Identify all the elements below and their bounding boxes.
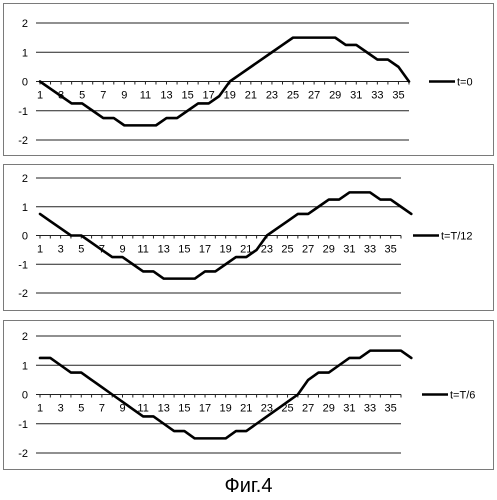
x-tick-label: 33 — [364, 403, 376, 415]
y-tick-label: -1 — [18, 106, 28, 118]
x-tick-label: 3 — [58, 244, 64, 256]
x-tick-label: 9 — [119, 244, 125, 256]
x-tick-label: 15 — [178, 403, 190, 415]
x-tick-label: 5 — [78, 403, 84, 415]
y-tick-label: -1 — [18, 259, 28, 271]
x-tick-label: 29 — [323, 244, 335, 256]
x-tick-label: 5 — [78, 244, 84, 256]
chart-svg-t-6: 210-1-21357911131517192123252729313335t=… — [4, 321, 493, 469]
x-tick-label: 7 — [100, 90, 106, 102]
y-tick-label: -2 — [18, 135, 28, 147]
x-tick-label: 1 — [37, 244, 43, 256]
x-tick-label: 11 — [140, 90, 151, 102]
x-tick-label: 25 — [287, 90, 299, 102]
x-tick-label: 23 — [261, 244, 273, 256]
x-tick-label: 13 — [158, 244, 170, 256]
y-tick-label: 0 — [22, 77, 28, 89]
x-tick-label: 31 — [350, 90, 362, 102]
x-tick-label: 27 — [302, 403, 314, 415]
chart-svg-t0: 210-1-21357911131517192123252729313335t=… — [4, 4, 493, 155]
x-tick-label: 17 — [199, 403, 211, 415]
x-tick-label: 3 — [58, 403, 64, 415]
chart-panel-t0: 210-1-21357911131517192123252729313335t=… — [3, 3, 494, 156]
x-tick-label: 29 — [323, 403, 335, 415]
y-tick-label: 1 — [22, 47, 28, 59]
x-tick-label: 33 — [371, 90, 383, 102]
x-tick-label: 31 — [343, 244, 355, 256]
chart-panel-t-6: 210-1-21357911131517192123252729313335t=… — [3, 320, 494, 470]
y-tick-label: 2 — [22, 331, 28, 343]
x-tick-label: 29 — [329, 90, 341, 102]
x-tick-label: 19 — [220, 244, 232, 256]
legend-label: t=T/12 — [441, 231, 473, 243]
x-tick-label: 35 — [385, 244, 397, 256]
y-tick-label: 0 — [22, 390, 28, 402]
x-tick-label: 1 — [37, 403, 43, 415]
x-tick-label: 21 — [240, 403, 252, 415]
chart-panel-t-12: 210-1-21357911131517192123252729313335t=… — [3, 164, 494, 311]
x-tick-label: 11 — [137, 244, 148, 256]
x-tick-label: 7 — [99, 403, 105, 415]
x-tick-label: 13 — [158, 403, 170, 415]
x-tick-label: 35 — [385, 403, 397, 415]
x-tick-label: 31 — [343, 403, 355, 415]
legend-label: t=0 — [457, 77, 473, 89]
x-tick-label: 15 — [181, 90, 193, 102]
x-tick-label: 13 — [160, 90, 172, 102]
y-tick-label: 1 — [22, 202, 28, 214]
x-tick-label: 5 — [79, 90, 85, 102]
x-tick-label: 19 — [220, 403, 232, 415]
chart-svg-t-12: 210-1-21357911131517192123252729313335t=… — [4, 165, 493, 310]
y-tick-label: 2 — [22, 18, 28, 30]
x-tick-label: 33 — [364, 244, 376, 256]
x-tick-label: 27 — [308, 90, 320, 102]
y-tick-label: -2 — [18, 448, 28, 460]
x-tick-label: 15 — [178, 244, 190, 256]
x-tick-label: 25 — [281, 244, 293, 256]
x-tick-label: 9 — [121, 90, 127, 102]
x-tick-label: 1 — [37, 90, 43, 102]
x-tick-label: 35 — [392, 90, 404, 102]
x-tick-label: 19 — [224, 90, 236, 102]
y-tick-label: 1 — [22, 360, 28, 372]
figure-caption: Фиг.4 — [0, 475, 497, 497]
y-tick-label: -2 — [18, 288, 28, 300]
y-tick-label: 2 — [22, 173, 28, 185]
x-tick-label: 21 — [245, 90, 257, 102]
x-tick-label: 17 — [199, 244, 211, 256]
x-tick-label: 23 — [266, 90, 278, 102]
y-tick-label: -1 — [18, 419, 28, 431]
y-tick-label: 0 — [22, 231, 28, 243]
x-tick-label: 27 — [302, 244, 314, 256]
legend-label: t=T/6 — [450, 390, 475, 402]
